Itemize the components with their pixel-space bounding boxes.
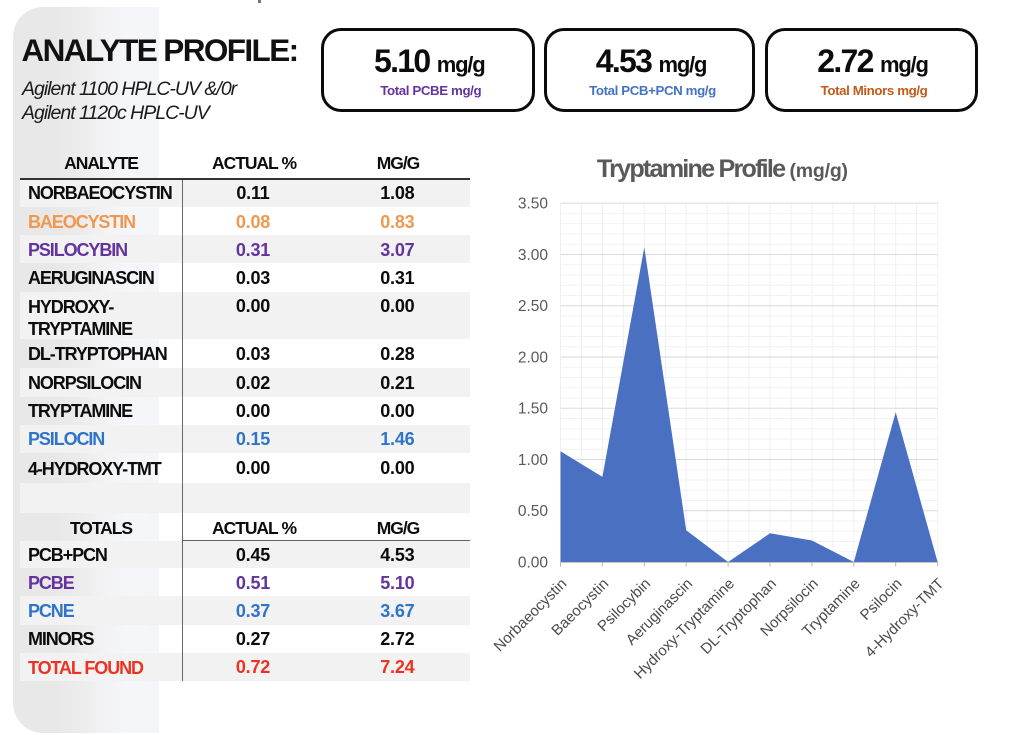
svg-text:0.50: 0.50	[518, 503, 549, 520]
svg-text:Norbaeocystin: Norbaeocystin	[491, 575, 571, 655]
svg-text:0.00: 0.00	[518, 555, 549, 572]
svg-text:1.00: 1.00	[518, 452, 549, 469]
svg-text:2.50: 2.50	[518, 298, 549, 315]
svg-text:Tryptamine Profile (mg/g): Tryptamine Profile (mg/g)	[597, 155, 848, 183]
svg-text:3.00: 3.00	[518, 247, 549, 264]
svg-text:1.50: 1.50	[518, 401, 549, 418]
svg-text:3.50: 3.50	[518, 196, 549, 213]
svg-text:2.00: 2.00	[518, 349, 549, 366]
